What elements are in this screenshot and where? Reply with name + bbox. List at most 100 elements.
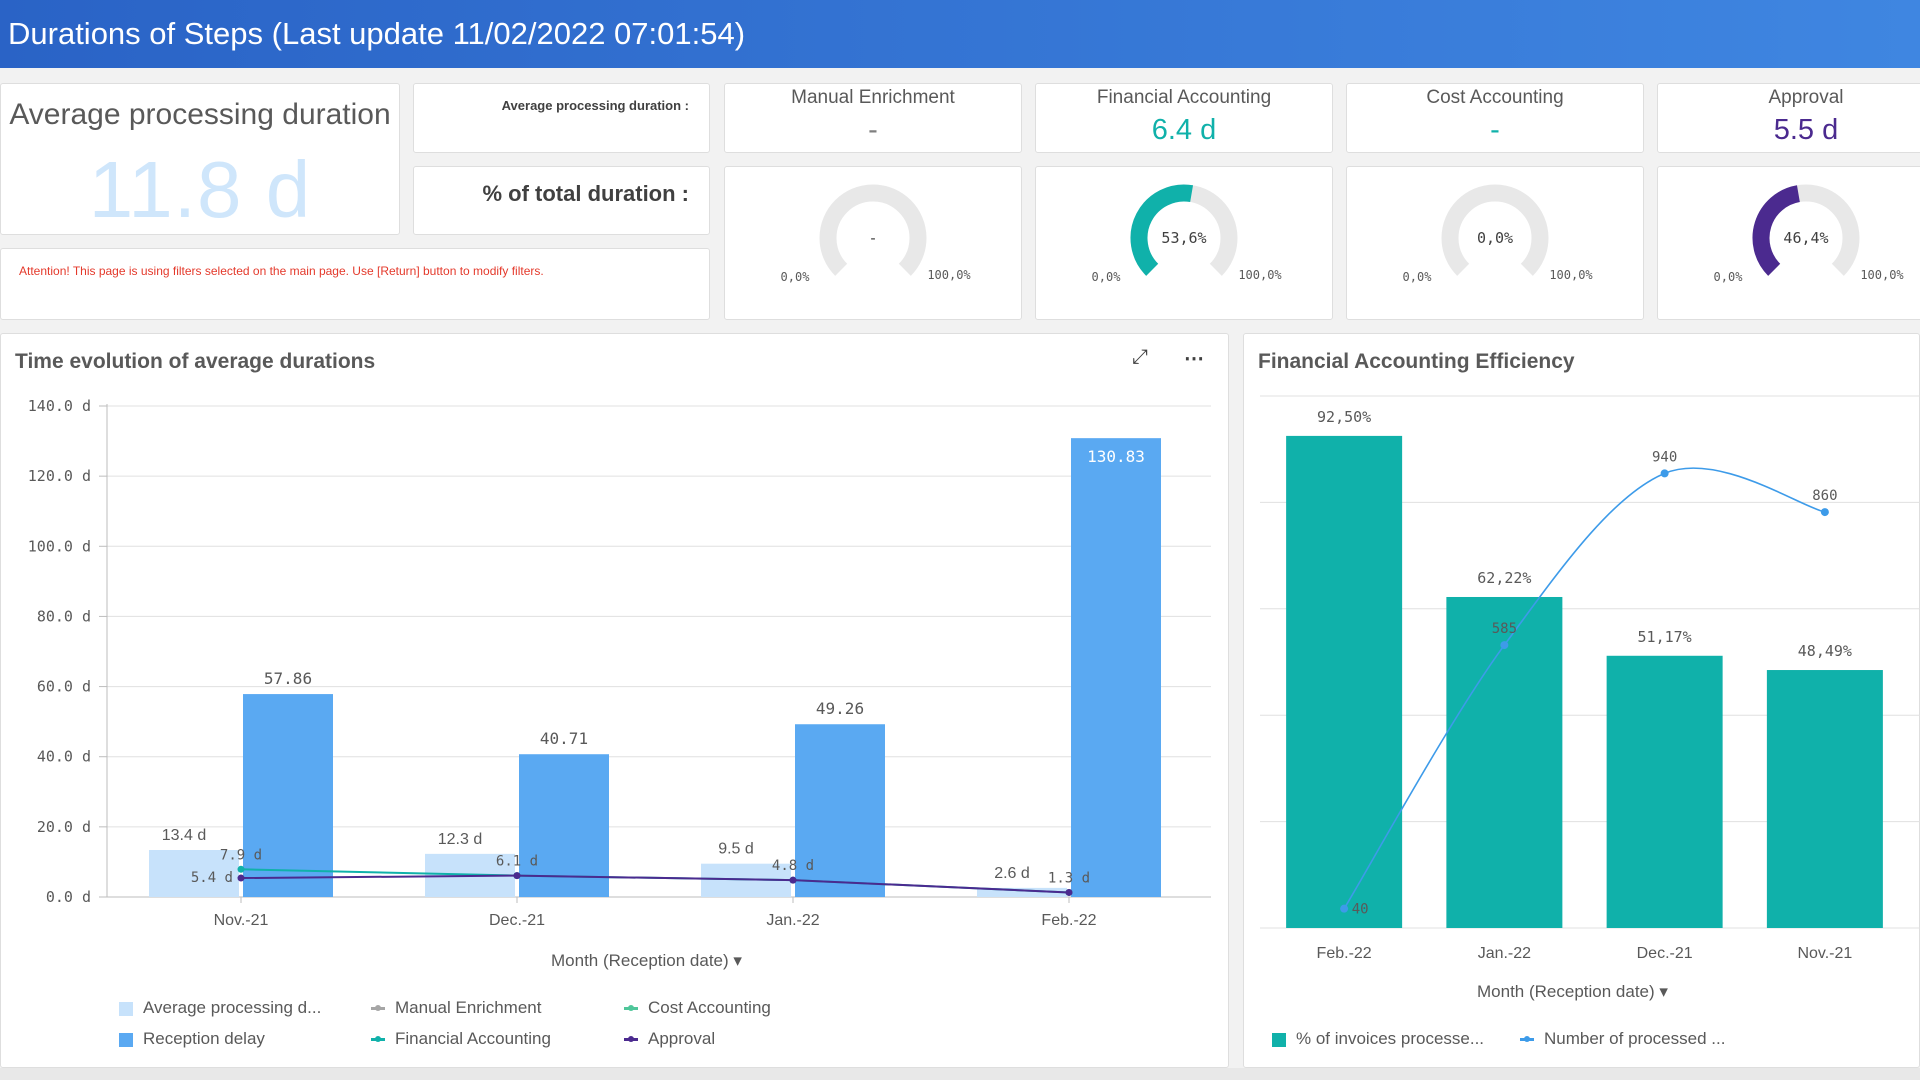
legend-item[interactable]: % of invoices processe... (1272, 1029, 1484, 1049)
y-tick-label: 20.0 d (37, 818, 91, 836)
line-label: 1.3 d (1048, 870, 1090, 886)
bar-label: 48,49% (1798, 642, 1852, 660)
legend-item[interactable]: Approval (624, 1029, 715, 1049)
y-tick-label: 0.0 d (46, 888, 91, 906)
bar-average-processing (149, 850, 239, 897)
legend-item[interactable]: Cost Accounting (624, 998, 771, 1018)
avg-duration-label-card: Average processing duration : (413, 83, 710, 153)
kpi-average-duration-card[interactable]: Average processing duration 11.8 d (0, 83, 400, 235)
x-tick-label: Nov.-21 (1797, 945, 1852, 962)
step-title: Cost Accounting (1426, 87, 1564, 108)
legend-marker (371, 1005, 385, 1012)
gauge-track (1441, 184, 1549, 276)
sort-dropdown-icon[interactable]: ▾ (733, 951, 742, 970)
x-tick-label: Jan.-22 (766, 912, 819, 929)
financial-efficiency-chart[interactable]: 92,50% Feb.-22 62,22% Jan.-22 51,17% Dec.-21 4… (1244, 334, 1920, 1067)
step-gauge-card[interactable]: 46,4% 0,0% 100,0% (1657, 166, 1920, 320)
gauge-fill (1130, 184, 1194, 276)
step-value: - (1490, 114, 1500, 146)
bar-label: 40.71 (540, 729, 588, 748)
line-financial-accounting (240, 868, 1070, 894)
page-header: Durations of Steps (Last update 11/02/20… (0, 0, 1920, 68)
line-label: 40 (1352, 902, 1369, 918)
bar-average-processing (977, 887, 1067, 897)
left-axis-title[interactable]: Month (Reception date) ▾ (551, 951, 742, 970)
legend-marker (1272, 1032, 1286, 1047)
gauge-fill (1752, 185, 1801, 276)
kpi-label: Average processing duration (9, 98, 391, 131)
step-gauge-card[interactable]: - 0,0% 100,0% (724, 166, 1022, 320)
line-point (1820, 508, 1829, 517)
step-kpi-card[interactable]: Manual Enrichment - (724, 83, 1022, 153)
legend-marker (624, 1036, 638, 1043)
legend-item[interactable]: Number of processed ... (1520, 1029, 1725, 1049)
legend-label: Number of processed ... (1544, 1029, 1726, 1048)
gauge: - 0,0% 100,0% (781, 184, 971, 284)
y-tick-label: 40.0 d (37, 748, 91, 766)
line-label: 940 (1652, 449, 1677, 465)
line-point (237, 865, 245, 873)
time-evolution-title: Time evolution of average durations (15, 350, 376, 373)
line-point (1340, 904, 1349, 913)
time-evolution-chart[interactable]: 0.0 d 20.0 d 40.0 d 60.0 d 80.0 d 100.0 d 120.… (1, 334, 1228, 1067)
legend-label: Manual Enrichment (395, 998, 542, 1017)
y-tick-label: 60.0 d (37, 678, 91, 696)
gauge-max-label: 100,0% (927, 268, 971, 282)
x-tick-label: Dec.-21 (489, 912, 545, 929)
pct-total-label: % of total duration : (482, 181, 689, 206)
legend-item[interactable]: Financial Accounting (371, 1029, 551, 1049)
page-title: Durations of Steps (Last update 11/02/20… (8, 16, 746, 51)
bar-label: 62,22% (1477, 569, 1531, 587)
gauge-max-label: 100,0% (1860, 268, 1904, 282)
bottom-strip (0, 1068, 1920, 1080)
line-label: 7.9 d (220, 847, 262, 863)
line-approval (240, 874, 1070, 894)
bar-label: 92,50% (1317, 408, 1371, 426)
line-point (1065, 888, 1073, 896)
line-label: 860 (1812, 488, 1837, 504)
expand-icon[interactable]: ⤢ (1132, 346, 1148, 368)
x-tick-label: Feb.-22 (1041, 912, 1096, 929)
legend-marker (1520, 1036, 1534, 1043)
legend-item[interactable]: Average processing d... (119, 998, 321, 1018)
pct-total-label-card: % of total duration : (413, 166, 710, 235)
more-icon[interactable]: ⋯ (1184, 348, 1204, 370)
line-label: 6.1 d (496, 854, 538, 870)
x-tick-label: Jan.-22 (1478, 945, 1531, 962)
x-tick-label: Nov.-21 (214, 912, 269, 929)
bar-reception-delay (795, 724, 885, 897)
gauge-track (819, 184, 927, 276)
bar-label: 13.4 d (162, 827, 206, 844)
step-kpi-card[interactable]: Financial Accounting 6.4 d (1035, 83, 1333, 153)
step-title: Financial Accounting (1096, 87, 1272, 108)
gauge-value-label: 0,0% (1477, 229, 1513, 247)
y-tick-label: 140.0 d (28, 397, 91, 415)
bar-reception-delay (243, 694, 333, 897)
step-gauge-card[interactable]: 0,0% 0,0% 100,0% (1346, 166, 1644, 320)
legend-item[interactable]: Reception delay (119, 1029, 265, 1049)
bar-invoices-processed (1446, 596, 1563, 928)
kpi-value: 11.8 d (88, 145, 312, 234)
line-point (237, 874, 245, 882)
gauge-value-label: 53,6% (1161, 229, 1206, 247)
financial-efficiency-title: Financial Accounting Efficiency (1258, 350, 1575, 373)
financial-efficiency-panel: Financial Accounting Efficiency 92,50% Fe… (1243, 333, 1920, 1068)
line-point (513, 872, 521, 880)
y-tick-label: 120.0 d (28, 467, 91, 485)
line-label: 5.4 d (191, 870, 233, 886)
gauge: 0,0% 0,0% 100,0% (1403, 184, 1593, 284)
step-title: Manual Enrichment (791, 87, 955, 108)
gauge-min-label: 0,0% (1714, 270, 1744, 284)
step-kpi-card[interactable]: Cost Accounting - (1346, 83, 1644, 153)
legend-item[interactable]: Manual Enrichment (371, 998, 541, 1018)
legend-label: % of invoices processe... (1296, 1029, 1485, 1048)
line-point (1660, 469, 1669, 478)
line-number-processed (1343, 467, 1826, 910)
gauge-value-label: 46,4% (1783, 229, 1828, 247)
step-kpi-card[interactable]: Approval 5.5 d (1657, 83, 1920, 153)
step-title: Approval (1768, 87, 1844, 108)
right-axis-title[interactable]: Month (Reception date) ▾ (1477, 982, 1668, 1001)
step-gauge-card[interactable]: 53,6% 0,0% 100,0% (1035, 166, 1333, 320)
sort-dropdown-icon[interactable]: ▾ (1659, 982, 1668, 1001)
line-label: 4.8 d (772, 858, 814, 874)
